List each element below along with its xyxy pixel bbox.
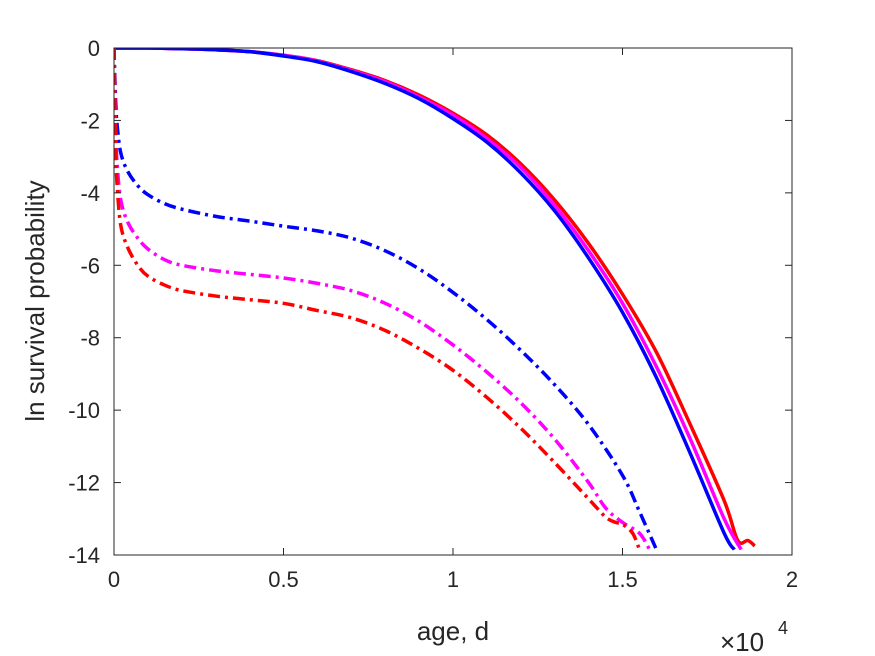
plot-area: [114, 48, 792, 555]
series-line-dashdot-6: [114, 48, 642, 551]
y-axis-label: ln survival probability: [20, 180, 50, 421]
x-tick-label: 0.5: [268, 567, 299, 592]
y-tick-label: -4: [80, 181, 100, 206]
y-tick-label: -2: [80, 108, 100, 133]
y-tick-label: -6: [80, 253, 100, 278]
x-multiplier-base: ×10: [720, 627, 764, 656]
y-tick-label: -8: [80, 326, 100, 351]
x-tick-label: 1: [447, 567, 459, 592]
x-tick-label: 1.5: [607, 567, 638, 592]
y-tick-label: 0: [88, 36, 100, 61]
x-axis-label: age, d: [417, 616, 489, 646]
y-tick-label: -14: [68, 543, 100, 568]
series-layer: [114, 48, 756, 551]
x-multiplier-exponent: 4: [778, 618, 788, 638]
x-axis-multiplier: ×10 4: [720, 618, 788, 656]
y-tick-label: -10: [68, 398, 100, 423]
x-tick-label: 0: [108, 567, 120, 592]
x-tick-label: 2: [786, 567, 798, 592]
series-line-dashdot-5: [114, 48, 652, 551]
x-axis: 0 0.5 1 1.5 2: [108, 48, 798, 592]
y-tick-label: -12: [68, 471, 100, 496]
y-axis: 0 -2 -4 -6 -8 -10 -12 -14: [68, 36, 792, 568]
series-line-solid-3: [114, 48, 736, 551]
